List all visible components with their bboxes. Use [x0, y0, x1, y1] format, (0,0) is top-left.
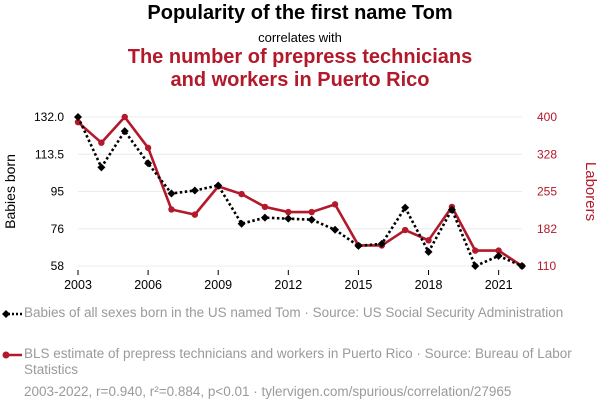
- legend-label-prepress: BLS estimate of prepress technicians and…: [24, 346, 572, 377]
- point-prepress: [285, 208, 292, 216]
- point-prepress: [308, 208, 315, 216]
- y-right-tick-label: 255: [537, 185, 557, 199]
- point-prepress: [74, 118, 82, 126]
- point-tom: [377, 239, 386, 248]
- point-tom: [144, 159, 153, 168]
- point-tom: [284, 214, 293, 223]
- point-tom: [518, 262, 526, 270]
- point-prepress: [261, 203, 269, 211]
- x-tick-label: 2003: [64, 278, 92, 292]
- point-tom: [74, 113, 82, 121]
- point-prepress: [472, 247, 479, 254]
- point-tom: [447, 205, 456, 214]
- point-tom: [307, 215, 316, 224]
- point-tom: [331, 225, 340, 234]
- legend-marker-red-line: [2, 351, 22, 359]
- series-line-prepress: [77, 115, 523, 268]
- y-left-tick-label: 113.5: [35, 147, 64, 161]
- point-tom: [424, 247, 433, 256]
- y-right-tick-label: 400: [537, 110, 557, 124]
- x-tick-label: 2012: [274, 278, 302, 292]
- x-tick-label: 2021: [485, 278, 513, 292]
- point-tom: [401, 203, 410, 212]
- x-tick-label: 2009: [204, 278, 232, 292]
- footer-stats: 2003-2022, r=0.940, r²=0.884, p<0.01 · t…: [24, 384, 512, 399]
- gridlines: [78, 116, 522, 267]
- point-tom: [260, 213, 269, 222]
- legend-item-tom: Babies of all sexes born in the US named…: [2, 305, 584, 321]
- x-tick-label: 2018: [415, 278, 443, 292]
- point-tom: [190, 186, 199, 195]
- y-right-tick-label: 110: [537, 259, 556, 273]
- point-prepress: [144, 144, 152, 152]
- point-prepress: [401, 226, 409, 234]
- y-left-tick-label: 95: [51, 185, 65, 199]
- point-tom: [237, 219, 246, 228]
- series-layer: [74, 113, 526, 270]
- y-left-tick-label: 58: [51, 259, 65, 273]
- point-tom: [471, 262, 480, 270]
- point-prepress: [98, 139, 105, 146]
- axes: 132.0 400 113.5 328 95 255 76 182 58 110 2003 2006 2…: [2, 110, 599, 292]
- legend-label-tom: Babies of all sexes born in the US named…: [24, 305, 564, 320]
- x-tick-label: 2006: [134, 278, 162, 292]
- point-tom: [494, 251, 503, 260]
- point-tom: [97, 163, 106, 172]
- y-left-tick-label: 76: [51, 222, 65, 236]
- chart-title: Popularity of the first name Tom: [147, 2, 453, 24]
- y-right-tick-label: 328: [537, 147, 557, 161]
- subtitle-line-1: The number of prepress technicians: [127, 46, 473, 68]
- subtitle-line-2: and workers in Puerto Rico: [170, 69, 430, 91]
- y-right-axis-label: Laborers: [582, 162, 599, 221]
- series-line-tom: [76, 116, 523, 268]
- y-left-tick-label: 132.0: [34, 110, 64, 124]
- point-prepress: [495, 247, 502, 254]
- point-tom: [120, 127, 129, 136]
- point-tom: [214, 181, 223, 190]
- legend-marker-dotted-black: [2, 310, 22, 318]
- x-tick-label: 2015: [345, 278, 373, 292]
- y-left-axis-label: Babies born: [2, 154, 18, 229]
- point-prepress: [425, 237, 432, 244]
- point-tom: [354, 241, 363, 250]
- point-prepress: [168, 206, 175, 213]
- point-prepress: [238, 190, 245, 198]
- point-prepress: [191, 211, 199, 218]
- point-tom: [167, 189, 176, 198]
- point-prepress: [331, 201, 339, 208]
- point-prepress: [121, 113, 128, 121]
- y-right-tick-label: 182: [537, 222, 557, 236]
- title-connector: correlates with: [258, 30, 342, 45]
- legend-item-prepress: BLS estimate of prepress technicians and…: [2, 346, 584, 378]
- chart-subtitle: The number of prepress technicians and w…: [0, 46, 600, 92]
